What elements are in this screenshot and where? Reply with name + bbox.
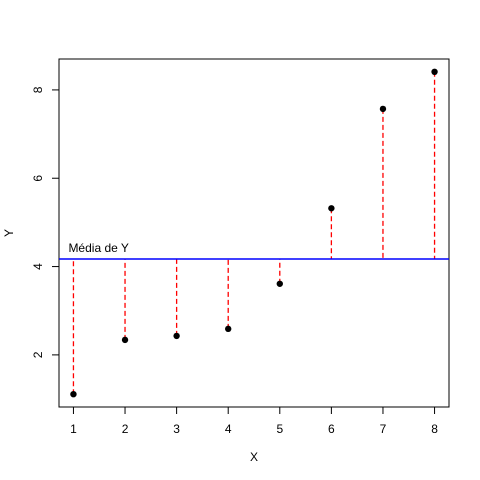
point (173, 332, 180, 340)
y-axis-label: Y (2, 229, 16, 237)
y-tick-label: 6 (31, 175, 45, 182)
x-tick-label: 1 (70, 422, 77, 436)
x-tick-label: 5 (276, 422, 283, 436)
x-tick-label: 3 (173, 422, 180, 436)
x-tick-label: 6 (328, 422, 335, 436)
point (121, 336, 129, 344)
point (276, 280, 283, 287)
x-tick-label: 2 (122, 422, 129, 436)
x-axis-label: X (250, 450, 258, 464)
point (328, 205, 335, 212)
point (70, 390, 77, 398)
y-tick-label: 2 (31, 351, 45, 358)
y-tick-label: 8 (31, 86, 45, 93)
point (225, 325, 232, 333)
mean-label: Média de Y (68, 241, 129, 255)
x-tick-label: 7 (380, 422, 387, 436)
x-tick-label: 8 (431, 422, 438, 436)
x-tick-label: 4 (225, 422, 232, 436)
point (379, 105, 387, 113)
plot-box (58, 58, 450, 408)
point (431, 68, 438, 76)
y-tick-label: 4 (31, 263, 45, 270)
